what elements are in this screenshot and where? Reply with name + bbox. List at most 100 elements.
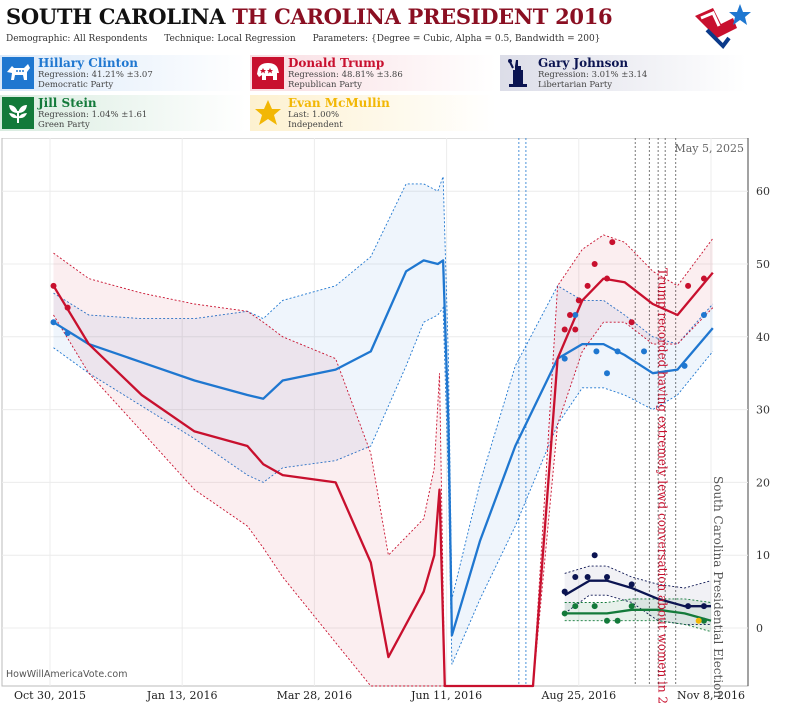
y-tick-label: 20: [756, 476, 770, 489]
poll-point: [695, 617, 702, 624]
poll-point: [561, 326, 568, 333]
demographic-value: All Respondents: [73, 34, 148, 44]
annotation-election: South Carolina Presidential Election: [711, 476, 725, 698]
x-tick-label: Oct 30, 2015: [14, 689, 86, 702]
y-tick-label: 30: [756, 404, 770, 417]
flag-star-logo-icon: [695, 4, 751, 50]
poll-point: [700, 603, 707, 610]
confidence-band: [564, 598, 711, 632]
poll-point: [561, 355, 568, 362]
poll-point: [566, 311, 573, 318]
x-tick-label: Jun 11, 2016: [410, 689, 482, 702]
poll-point: [591, 603, 598, 610]
title-race: TH CAROLINA PRESIDENT 2016: [232, 4, 613, 29]
poll-point: [628, 319, 635, 326]
parameters-value: {Degree = Cubic, Alpha = 0.5, Bandwidth …: [371, 34, 601, 44]
series-line: [564, 579, 711, 608]
confidence-band: [53, 234, 713, 686]
leaf-icon: [2, 97, 34, 129]
candidate-card-clinton: Hillary Clinton Regression: 41.21% ±3.07…: [0, 55, 246, 91]
candidate-card-johnson: Gary Johnson Regression: 3.01% ±3.14 Lib…: [500, 55, 746, 91]
poll-point: [685, 603, 692, 610]
candidate-card-stein: Jill Stein Regression: 1.04% ±1.61 Green…: [0, 95, 246, 131]
poll-point: [609, 239, 616, 246]
date-label: May 5, 2025: [674, 142, 744, 155]
confidence-band: [53, 176, 713, 665]
poll-point: [575, 297, 582, 304]
technique-value: Local Regression: [217, 34, 296, 44]
poll-point: [685, 282, 692, 289]
x-tick-label: Jan 13, 2016: [146, 689, 218, 702]
demographic-key: Demographic:: [6, 34, 71, 44]
candidate-name: Hillary Clinton: [38, 56, 138, 70]
candidate-name: Donald Trump: [288, 56, 385, 70]
poll-point: [604, 617, 611, 624]
title-state: SOUTH CAROLINA: [6, 4, 226, 29]
series-line: [52, 271, 714, 688]
candidate-name: Evan McMullin: [288, 96, 390, 110]
star-icon: [252, 97, 284, 129]
poll-point: [628, 581, 635, 588]
candidate-card-mcmullin: Evan McMullin Last: 1.00% Independent: [250, 95, 496, 131]
band-lower: [53, 307, 714, 687]
candidate-name: Jill Stein: [38, 96, 97, 110]
page-title: SOUTH CAROLINA TH CAROLINA PRESIDENT 201…: [6, 4, 613, 29]
poll-point: [64, 304, 71, 311]
series-line: [52, 259, 714, 637]
watermark: HowWillAmericaVote.com: [6, 669, 128, 680]
candidate-party: Democratic Party: [38, 80, 114, 90]
poll-point: [628, 603, 635, 610]
y-tick-label: 0: [756, 622, 763, 635]
candidate-party: Independent: [288, 120, 343, 130]
y-tick-label: 60: [756, 185, 770, 198]
plot-area: [1, 138, 749, 687]
poll-point: [700, 617, 707, 624]
annotation-lewd-tape: Trump recorded having extremely lewd con…: [656, 268, 670, 704]
x-tick-label: Aug 25, 2016: [541, 689, 617, 702]
band-upper: [53, 176, 714, 600]
poll-point: [50, 282, 57, 289]
liberty-statue-icon: [502, 57, 534, 89]
poll-point: [591, 552, 598, 559]
candidate-name: Gary Johnson: [538, 56, 629, 70]
poll-point: [572, 574, 579, 581]
band-upper: [564, 565, 712, 589]
poll-point: [50, 319, 57, 326]
poll-point: [614, 617, 621, 624]
band-upper: [53, 234, 714, 687]
poll-point: [584, 282, 591, 289]
poll-point: [604, 275, 611, 282]
candidate-regression: Regression: 48.81% ±3.86: [288, 70, 403, 80]
poll-point: [604, 574, 611, 581]
candidate-party: Green Party: [38, 120, 90, 130]
candidate-party: Libertarian Party: [538, 80, 613, 90]
y-tick-label: 50: [756, 258, 770, 271]
poll-point: [584, 574, 591, 581]
x-tick-label: Nov 8, 2016: [677, 689, 745, 702]
candidate-regression: Regression: 1.04% ±1.61: [38, 110, 148, 120]
x-tick-label: Mar 28, 2016: [277, 689, 353, 702]
candidate-regression: Regression: 3.01% ±3.14: [538, 70, 648, 80]
band-lower: [564, 620, 712, 633]
poll-point: [681, 362, 688, 369]
poll-point: [593, 348, 600, 355]
poll-point: [700, 311, 707, 318]
poll-point: [604, 370, 611, 377]
candidate-legend: Hillary Clinton Regression: 41.21% ±3.07…: [0, 55, 789, 135]
header: SOUTH CAROLINA TH CAROLINA PRESIDENT 201…: [0, 0, 789, 52]
y-tick-label: 10: [756, 549, 770, 562]
poll-point: [572, 603, 579, 610]
band-lower: [53, 306, 714, 665]
candidate-party: Republican Party: [288, 80, 362, 90]
parameters-key: Parameters:: [312, 34, 369, 44]
parameters-line: Demographic: All Respondents Technique: Lo…: [6, 34, 614, 44]
candidate-card-trump: Donald Trump Regression: 48.81% ±3.86 Re…: [250, 55, 496, 91]
poll-point: [700, 275, 707, 282]
candidate-last: Last: 1.00%: [288, 110, 340, 120]
poll-point: [64, 330, 71, 337]
poll-point: [641, 348, 648, 355]
donkey-icon: [2, 57, 34, 89]
poll-point: [561, 610, 568, 617]
poll-point: [561, 588, 568, 595]
poll-point: [572, 326, 579, 333]
